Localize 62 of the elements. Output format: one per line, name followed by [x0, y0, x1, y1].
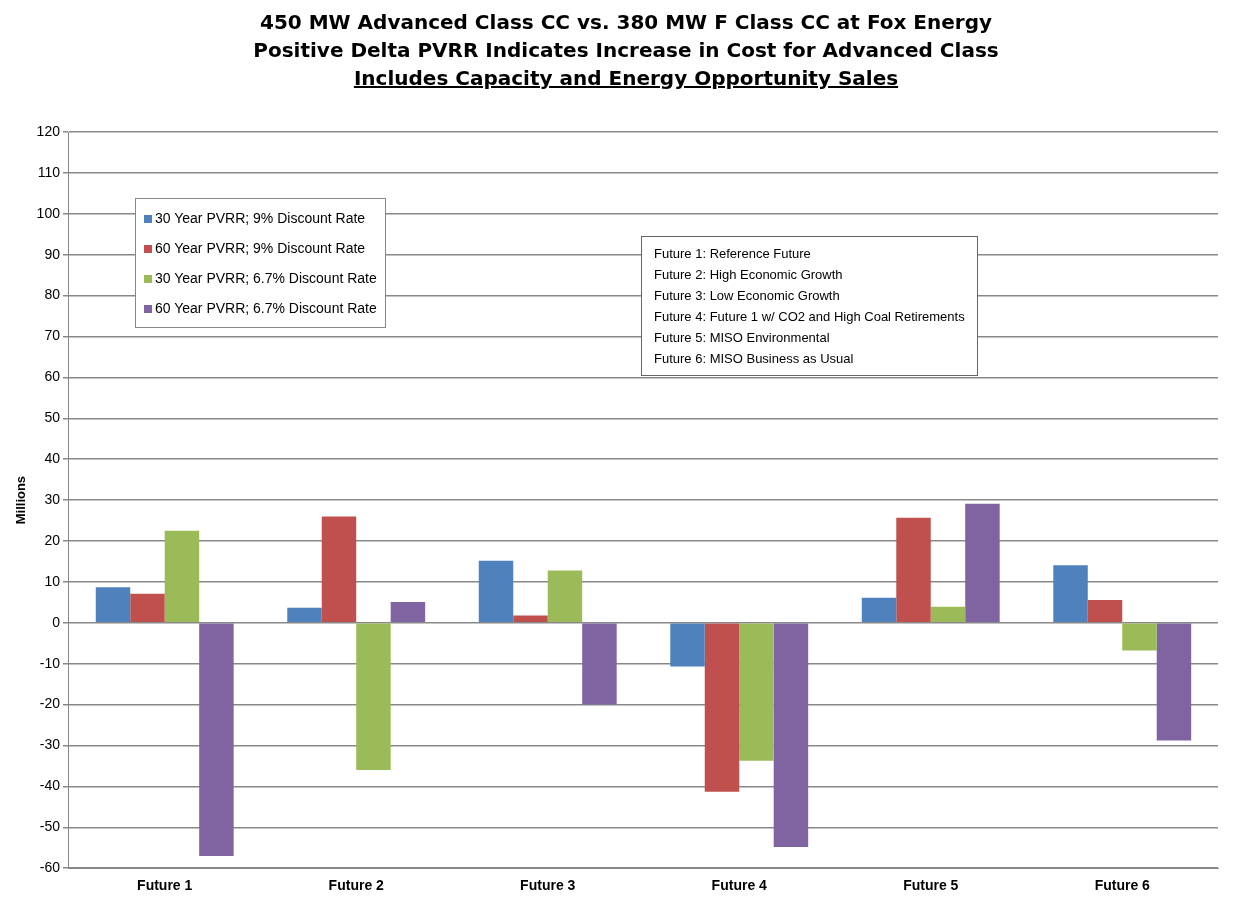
bar	[1087, 599, 1123, 623]
chart-title: 450 MW Advanced Class CC vs. 380 MW F Class CC at Fox Energy Positive Delta PVRR Indicates Increase in Cost for Advanced Class	[252, 9, 1000, 64]
bar	[95, 587, 131, 623]
bar	[965, 503, 1000, 623]
bar	[164, 530, 200, 623]
bar	[1156, 623, 1192, 741]
x-tick-label: Future 1	[137, 877, 193, 894]
y-tick-label: -60	[39, 859, 61, 876]
y-tick-label: 50	[44, 409, 61, 426]
bar	[513, 615, 548, 623]
bar	[1053, 565, 1088, 623]
bar	[356, 623, 391, 771]
bar	[582, 623, 617, 705]
bar	[390, 601, 426, 623]
y-axis-title: Millions	[13, 475, 29, 525]
y-tick-label: -40	[39, 777, 61, 794]
bar	[773, 623, 809, 847]
y-tick-label: 20	[44, 531, 61, 548]
bar	[478, 560, 514, 623]
y-tick-label: -30	[39, 736, 61, 753]
bar	[321, 516, 357, 623]
x-tick-label: Future 2	[328, 877, 385, 894]
annotation: Future 2: High Economic Growth	[654, 266, 844, 284]
bar	[930, 606, 966, 623]
x-tick-label: Future 5	[903, 877, 959, 894]
bar	[861, 597, 897, 623]
bar	[739, 623, 774, 761]
y-tick-label: 110	[37, 163, 61, 180]
bar	[896, 517, 931, 623]
chart-subtitle: Includes Capacity and Energy Opportunity Sales	[352, 65, 900, 92]
legend-label: 30 Year PVRR; 9% Discount Rate	[154, 209, 367, 228]
y-tick-label: 0	[52, 613, 61, 630]
y-tick-label: 70	[44, 327, 61, 344]
y-tick-label: -50	[39, 818, 61, 835]
bar	[704, 623, 740, 792]
x-tick-label: Future 6	[1094, 877, 1151, 894]
y-tick-label: -20	[39, 695, 61, 712]
x-tick-label: Future 3	[520, 877, 576, 894]
annotation: Future 6: MISO Business as Usual	[654, 350, 855, 368]
annotation: Future 1: Reference Future	[654, 245, 812, 263]
annotation: Future 5: MISO Environmental	[654, 329, 831, 347]
y-tick-label: 10	[44, 572, 61, 589]
annotation: Future 4: Future 1 w/ CO2 and High Coal Retirements	[654, 308, 965, 326]
bar	[547, 570, 583, 623]
y-tick-label: 60	[44, 368, 61, 385]
legend-label: 30 Year PVRR; 6.7% Discount Rate	[154, 269, 377, 288]
bar	[287, 607, 322, 623]
y-tick-label: 80	[44, 286, 61, 303]
y-tick-label: -10	[39, 654, 61, 671]
y-tick-label: 100	[36, 204, 61, 221]
legend-label: 60 Year PVRR; 9% Discount Rate	[154, 239, 367, 258]
y-tick-label: 90	[44, 245, 61, 262]
annotation: Future 3: Low Economic Growth	[654, 287, 841, 305]
y-tick-label: 40	[44, 450, 61, 467]
legend-label: 60 Year PVRR; 6.7% Discount Rate	[154, 299, 377, 318]
bar	[670, 623, 705, 667]
x-tick-label: Future 4	[711, 877, 768, 894]
bar	[199, 623, 234, 856]
bar	[130, 593, 165, 623]
bar	[1122, 623, 1157, 651]
y-tick-label: 120	[36, 122, 61, 139]
y-tick-label: 30	[44, 490, 61, 507]
